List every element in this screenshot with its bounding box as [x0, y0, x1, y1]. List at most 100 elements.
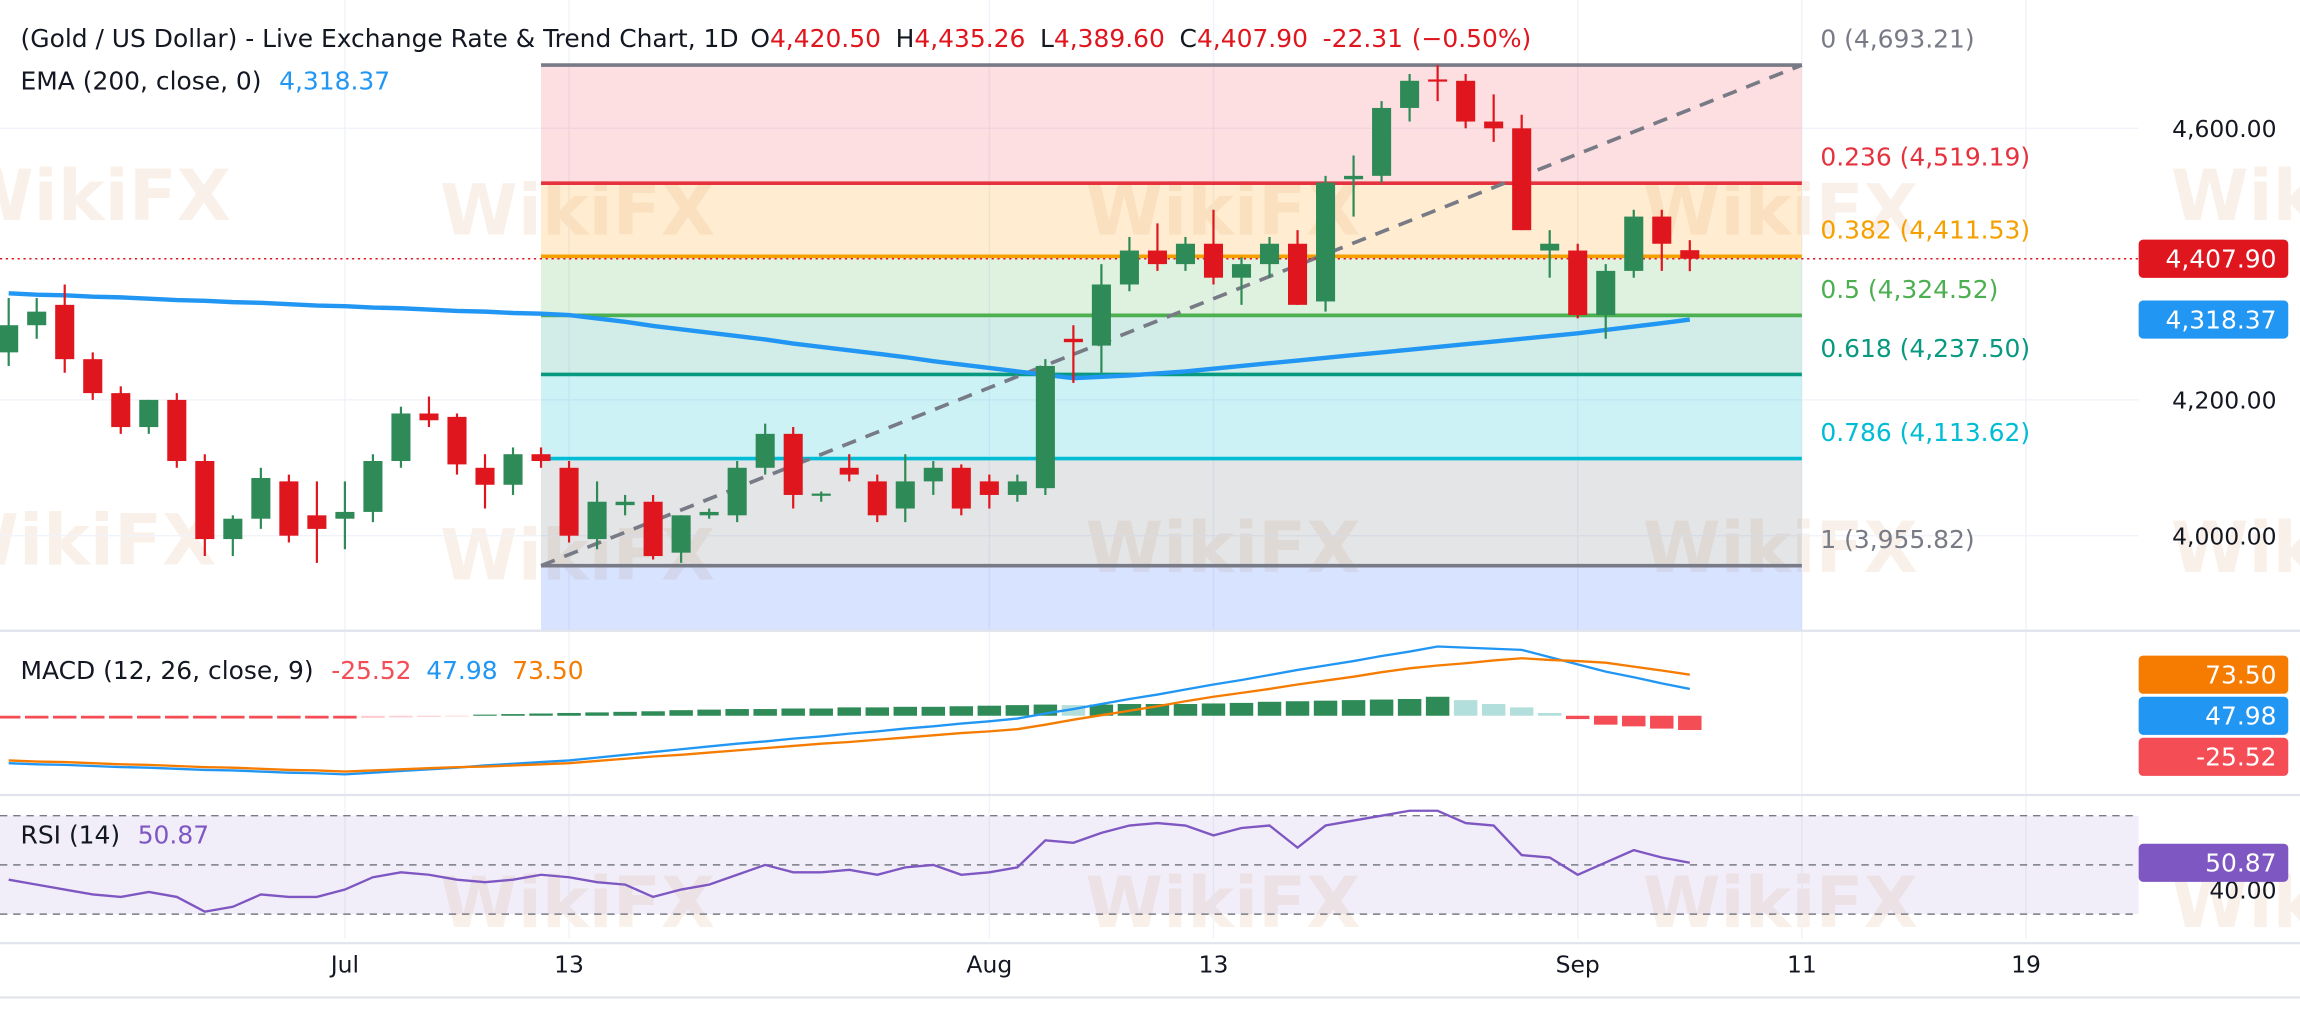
- macd-histogram-bar: [24, 715, 49, 719]
- candle-body: [1484, 121, 1504, 129]
- fib-band: [541, 65, 1802, 184]
- macd-histogram-bar: [1622, 715, 1646, 727]
- fib-label: 0.382 (4,411.53): [1820, 216, 2030, 245]
- legend: EMA (200, close, 0) 4,318.37: [21, 66, 391, 95]
- macd-histogram-bar: [277, 715, 301, 719]
- watermark: WikiFX: [1085, 862, 1360, 944]
- macd-histogram-bar: [361, 715, 385, 718]
- ema-line: [8, 291, 1691, 381]
- macd-histogram-bar: [221, 715, 245, 719]
- candle-body: [895, 481, 915, 509]
- candle-body: [615, 501, 635, 506]
- legend-item: 50.87: [138, 820, 209, 849]
- candle-body: [867, 481, 887, 516]
- macd-histogram-bar: [1650, 715, 1674, 729]
- macd-histogram-bar: [725, 709, 749, 716]
- watermark: WikiFX: [1643, 507, 1918, 589]
- macd-histogram-bar: [445, 715, 469, 717]
- y-tick-label: 4,200.00: [2172, 387, 2276, 415]
- macd-badge: 47.98: [2205, 702, 2276, 731]
- candle-body: [0, 325, 19, 353]
- macd-histogram-bar: [669, 710, 693, 716]
- macd-badge-bg: [2138, 696, 2289, 735]
- candle-body: [1035, 365, 1055, 489]
- macd-histogram-bar: [1397, 698, 1422, 716]
- signal-badge: 73.50: [2205, 661, 2276, 690]
- candle-body: [1316, 182, 1336, 302]
- candle-body: [419, 413, 439, 421]
- candle-body: [811, 493, 831, 496]
- macd-histogram-bar: [1425, 696, 1450, 716]
- macd-histogram-bar: [193, 715, 217, 719]
- candle-body: [111, 393, 131, 428]
- price-badge: 4,407.90: [2166, 245, 2277, 274]
- legend-item: MACD (12, 26, close, 9): [21, 656, 314, 685]
- candle-body: [503, 454, 523, 485]
- macd-histogram-bar: [501, 714, 525, 716]
- candle-body: [139, 399, 159, 428]
- candle-body: [251, 477, 271, 519]
- macd-histogram-bar: [1537, 712, 1562, 716]
- macd-histogram-bar: [1565, 715, 1590, 720]
- macd-histogram-bar: [837, 707, 861, 716]
- candle-body: [1512, 128, 1532, 231]
- macd-histogram-bar: [557, 712, 581, 716]
- watermark: WikiFX: [2171, 155, 2300, 237]
- macd-histogram-bar: [81, 715, 105, 719]
- candle-body: [1091, 284, 1111, 346]
- macd-histogram-bar: [1089, 704, 1114, 716]
- macd-histogram-bar: [137, 715, 161, 719]
- candle-body: [83, 359, 103, 394]
- candle-body: [727, 467, 747, 516]
- fib-label: 0.786 (4,113.62): [1820, 418, 2030, 447]
- candle-body: [1344, 175, 1364, 180]
- candle-body: [1568, 250, 1588, 316]
- candle-body: [1147, 250, 1167, 265]
- rsi-badge: 50.87: [2205, 849, 2276, 878]
- x-tick-label: 11: [1787, 951, 1817, 979]
- macd-histogram-bar: [641, 711, 665, 716]
- candle-body: [475, 467, 495, 485]
- macd-histogram-bar: [781, 708, 805, 716]
- candle-body: [923, 467, 943, 482]
- candle-body: [1540, 243, 1560, 251]
- legend-item: (Gold / US Dollar) - Live Exchange Rate …: [21, 24, 739, 53]
- candle-body: [559, 467, 579, 536]
- rsi-badge-bg: [2138, 843, 2289, 882]
- candle-body: [1652, 216, 1672, 244]
- candle-body: [643, 501, 663, 557]
- legend-item: C: [1180, 24, 1197, 53]
- candle-body: [755, 433, 775, 468]
- fib-band: [541, 315, 1802, 375]
- candle-body: [391, 413, 411, 462]
- macd-histogram-bar: [417, 715, 441, 717]
- histogram-badge-bg: [2138, 737, 2289, 776]
- ema-badge-bg: [2138, 300, 2289, 339]
- macd-histogram-bar: [473, 714, 497, 716]
- candle-body: [1007, 481, 1027, 495]
- candle-body: [195, 461, 215, 540]
- candle-body: [363, 461, 383, 512]
- fib-band: [541, 256, 1802, 316]
- macd-histogram-bar: [52, 715, 77, 719]
- legend-item: O: [750, 24, 770, 53]
- macd-histogram-bar: [1369, 699, 1394, 716]
- candle-body: [1400, 80, 1420, 108]
- macd-histogram-bar: [753, 709, 777, 716]
- price-badge-bg: [2138, 239, 2289, 278]
- rsi-line: [8, 809, 1691, 913]
- macd-histogram-bar: [809, 708, 833, 716]
- candle-body: [1119, 250, 1139, 285]
- macd-histogram-bar: [0, 715, 21, 719]
- fib-band: [541, 374, 1802, 459]
- fib-label: 0.236 (4,519.19): [1820, 143, 2030, 172]
- signal-line: [8, 657, 1690, 773]
- watermark: WikiFX: [0, 500, 216, 582]
- candle-body: [1372, 107, 1392, 176]
- macd-histogram-bar: [613, 711, 637, 716]
- macd-histogram-bar: [165, 715, 189, 719]
- candle-body: [279, 481, 299, 536]
- legend-item: H: [896, 24, 915, 53]
- candle-body: [55, 304, 75, 360]
- fib-band: [541, 183, 1802, 257]
